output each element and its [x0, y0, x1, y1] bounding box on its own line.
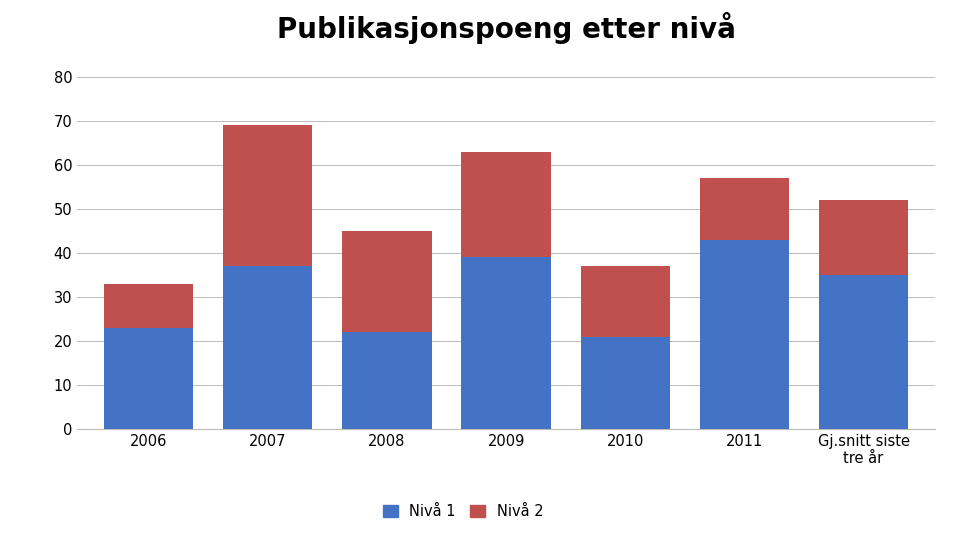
Bar — [818, 200, 908, 275]
Bar — [700, 240, 790, 429]
Legend: Nivå 1, Nivå 2: Nivå 1, Nivå 2 — [376, 497, 550, 526]
Bar — [104, 284, 194, 328]
Bar — [818, 275, 908, 429]
Bar — [700, 178, 790, 240]
Bar — [342, 332, 432, 429]
Bar — [104, 328, 194, 429]
Bar — [580, 266, 670, 337]
Bar — [223, 125, 312, 266]
Bar — [462, 257, 550, 429]
Bar — [580, 337, 670, 429]
Bar — [462, 152, 550, 257]
Bar — [223, 266, 312, 429]
Bar — [342, 231, 432, 332]
Title: Publikasjonspoeng etter nivå: Publikasjonspoeng etter nivå — [277, 12, 736, 45]
